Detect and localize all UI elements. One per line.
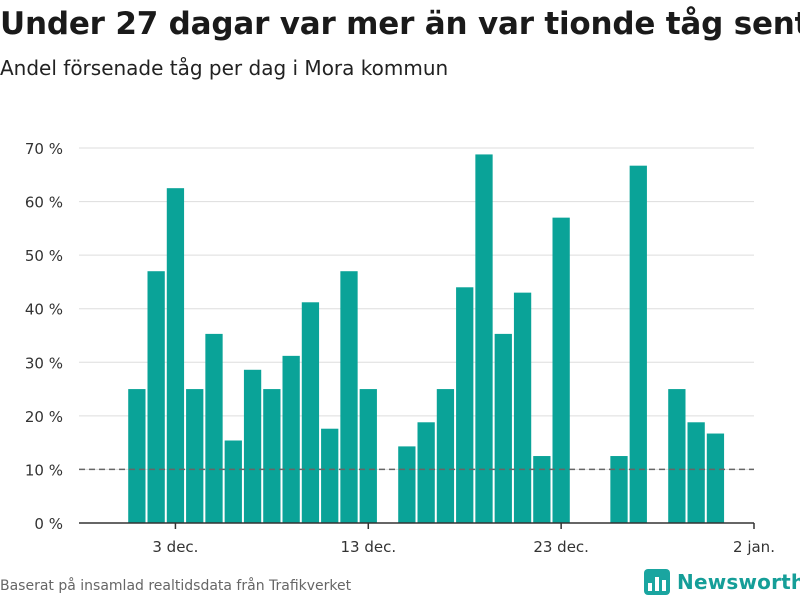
bar [456, 287, 474, 523]
bar [186, 389, 204, 523]
bar [629, 165, 647, 523]
bar [243, 369, 262, 523]
bar [224, 440, 242, 523]
y-tick-label: 10 % [25, 461, 63, 479]
bar [706, 433, 725, 523]
bar [687, 422, 705, 523]
y-tick-label: 70 % [25, 140, 63, 158]
newsworthy-logo[interactable]: Newsworthy [644, 569, 800, 595]
y-tick-label: 30 % [25, 354, 63, 372]
y-tick-label: 40 % [25, 301, 63, 319]
bar [340, 271, 358, 523]
bar [494, 333, 512, 523]
x-tick-label: 3 dec. [152, 538, 198, 556]
chart-subtitle: Andel försenade tåg per dag i Mora kommu… [0, 56, 449, 80]
bar [552, 217, 570, 523]
bar [128, 389, 146, 523]
bar [436, 389, 455, 523]
x-tick-label: 23 dec. [533, 538, 589, 556]
bar [533, 456, 551, 523]
bar [668, 389, 686, 523]
bar-chart-logo-icon [644, 569, 670, 595]
bar [321, 428, 339, 523]
chart-title: Under 27 dagar var mer än var tionde tåg… [0, 6, 800, 42]
y-tick-label: 50 % [25, 247, 63, 265]
x-tick-label: 13 dec. [340, 538, 396, 556]
bar [263, 389, 281, 523]
source-note: Baserat på insamlad realtidsdata från Tr… [0, 578, 352, 594]
bar [205, 333, 223, 523]
brand-name: Newsworthy [677, 570, 800, 594]
bar [513, 292, 532, 523]
bar [166, 188, 185, 523]
y-tick-label: 20 % [25, 408, 63, 426]
bar [398, 446, 416, 523]
y-tick-label: 60 % [25, 194, 63, 212]
bar [282, 355, 300, 523]
bar [359, 389, 377, 523]
bar [301, 302, 320, 523]
bar [475, 154, 493, 523]
bar [147, 271, 165, 523]
bar [417, 422, 435, 523]
bar [610, 456, 628, 523]
x-tick-label: 2 jan. [733, 538, 775, 556]
y-tick-label: 0 % [34, 515, 63, 533]
